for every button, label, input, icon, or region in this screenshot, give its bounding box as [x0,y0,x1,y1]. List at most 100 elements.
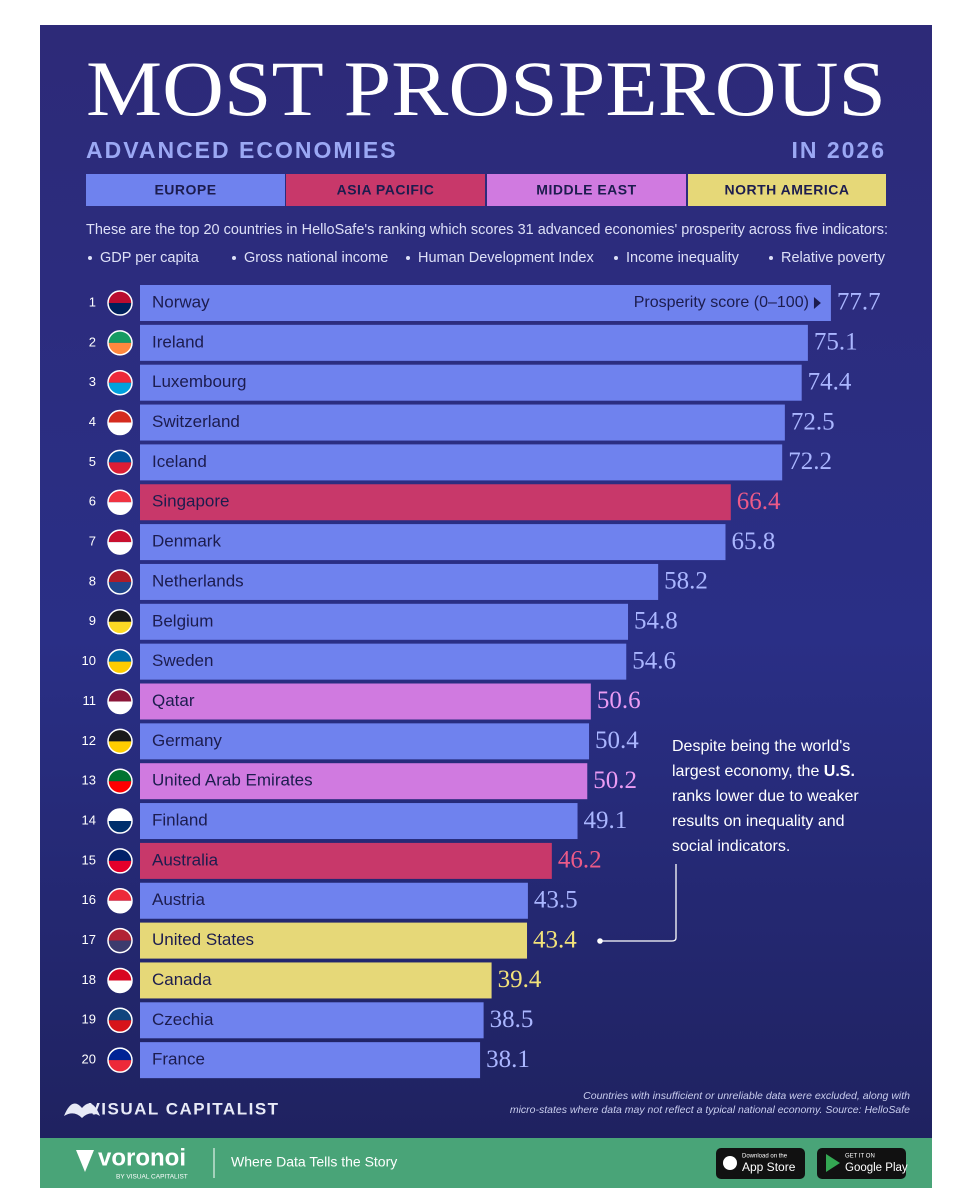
voronoi-icon [76,1150,94,1172]
country-label: Luxembourg [152,372,247,391]
bar [140,803,578,840]
flag [108,581,132,594]
badge-text: App Store [742,1160,796,1174]
play-icon [826,1154,840,1172]
axis-label-arrow [813,297,821,309]
country-label: Iceland [152,452,207,471]
flag [108,769,132,782]
flag-ring [107,728,133,755]
country-label: Netherlands [152,571,244,590]
legend-swatch [86,174,285,206]
flag-ring [107,609,133,635]
badge-text: GET IT ON [845,1154,875,1160]
flag [108,661,132,674]
country-label: Qatar [152,691,195,710]
country-label: Australia [152,850,219,869]
bar [140,922,528,959]
flag [108,729,132,742]
flag-ring [107,529,133,555]
legend-swatch [487,174,686,206]
rank: 8 [89,573,96,588]
flag-ring [107,569,133,595]
rank: 18 [82,972,96,987]
country-label: Germany [152,731,222,750]
axis-label: Prosperity score (0–100) [634,294,809,311]
rank: 4 [89,414,96,429]
value-label: 66.4 [737,488,781,515]
annotation-line: results on inequality and [672,813,845,830]
flag [108,888,132,901]
value-label: 49.1 [584,807,628,834]
rank: 15 [82,852,96,867]
flag [108,781,132,794]
value-label: 54.8 [634,608,678,635]
app-store-badge[interactable] [716,1148,805,1179]
flag-ring [107,648,133,675]
flag-ring [107,967,133,994]
google-play-badge[interactable] [817,1148,906,1179]
brand: VISUAL CAPITALIST [88,1099,279,1118]
country-label: Belgium [152,611,213,630]
footnote: Countries with insufficient or unreliabl… [583,1090,910,1102]
annotation-line: social indicators. [672,838,790,855]
country-label: United States [152,930,254,949]
footer-logo-sub: BY VISUAL CAPITALIST [116,1174,188,1181]
annotation-line: largest economy, the U.S. [672,763,855,780]
bar [140,444,783,481]
indicator: Gross national income [244,250,388,266]
value-label: 74.4 [808,368,852,395]
bullet [769,256,773,260]
flag [108,900,132,913]
flag-ring [107,888,133,914]
bar [140,882,528,919]
rank: 3 [89,374,96,389]
flag [108,741,132,754]
value-label: 46.2 [558,847,602,874]
flag [108,530,132,543]
flag [108,860,132,873]
flag-ring [107,688,133,715]
bar [140,962,492,999]
value-label: 43.5 [534,886,578,913]
flag [108,542,132,555]
flag [108,1008,132,1021]
legend-swatch [688,174,886,206]
flag [108,701,132,714]
value-label: 43.4 [533,926,577,953]
bar [140,643,627,680]
country-label: Sweden [152,651,213,670]
rank: 9 [89,613,96,628]
flag-ring [107,927,133,954]
flag-ring [107,808,133,834]
rank: 12 [82,733,96,748]
indicator: Human Development Index [418,250,594,266]
bullet [406,256,410,260]
flag-ring [107,848,133,874]
bullet [614,256,618,260]
value-label: 38.1 [486,1046,530,1073]
rank: 20 [82,1052,96,1067]
badge-text: Google Play [845,1162,908,1174]
country-label: Canada [152,970,212,989]
flag [108,462,132,475]
bar [140,683,591,720]
bar [140,524,726,561]
country-label: Singapore [152,492,230,511]
flag [108,940,132,953]
chart-title: MOST PROSPEROUS [86,45,886,132]
flag-ring [107,369,133,396]
flag [108,968,132,981]
flag [108,291,132,303]
flag-ring [107,489,133,515]
legend-label: MIDDLE EAST [536,182,636,198]
legend-swatch [286,174,485,206]
bar [140,285,831,321]
flag [108,342,132,355]
indicator: Relative poverty [781,250,886,266]
bar [140,1042,481,1079]
value-label: 58.2 [664,568,708,595]
country-label: Finland [152,811,208,830]
legend-label: EUROPE [154,182,216,198]
flag-ring [107,330,133,356]
